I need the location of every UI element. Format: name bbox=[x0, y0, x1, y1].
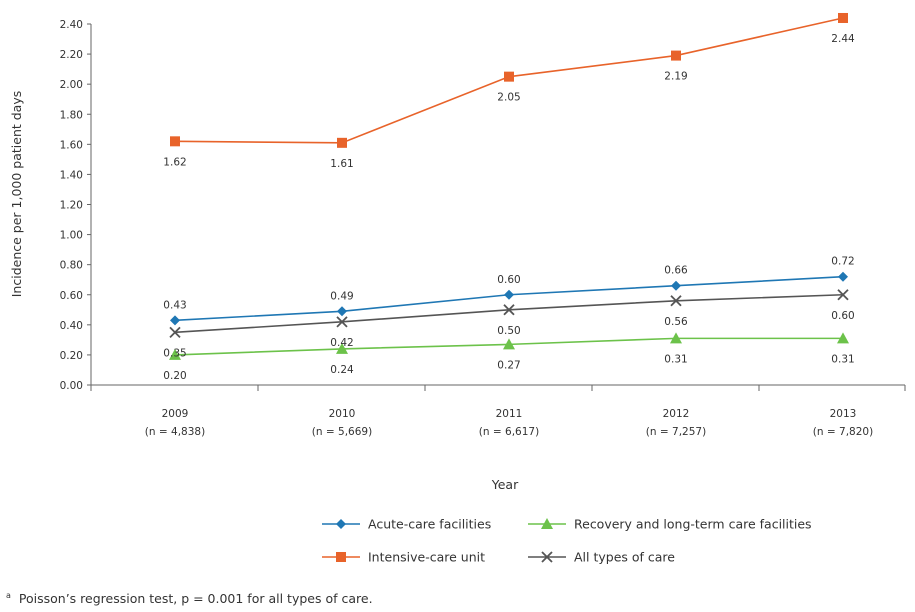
data-point bbox=[170, 315, 180, 326]
data-label: 0.42 bbox=[330, 337, 353, 349]
y-tick-label: 1.60 bbox=[60, 139, 83, 151]
data-point bbox=[337, 137, 347, 148]
data-point bbox=[671, 50, 681, 61]
y-tick-label: 2.40 bbox=[60, 19, 83, 31]
data-point bbox=[169, 326, 181, 338]
data-label: 0.27 bbox=[497, 359, 520, 371]
data-label: 0.60 bbox=[831, 310, 854, 322]
data-point bbox=[503, 338, 515, 350]
data-point bbox=[837, 332, 849, 344]
data-point bbox=[837, 289, 849, 301]
legend: Acute-care facilities Recovery and long-t… bbox=[322, 517, 812, 565]
y-tick-label: 1.20 bbox=[60, 200, 83, 212]
data-label: 0.60 bbox=[497, 274, 520, 286]
data-point bbox=[170, 136, 180, 147]
legend-swatch-marker bbox=[541, 518, 553, 529]
data-label: 0.20 bbox=[163, 370, 186, 382]
x-tick-label: 2011 bbox=[496, 408, 523, 420]
legend-swatch-marker bbox=[541, 551, 553, 563]
x-tick-label: 2010 bbox=[329, 408, 356, 420]
y-tick-label: 1.40 bbox=[60, 169, 83, 181]
x-tick-label: 2012 bbox=[663, 408, 690, 420]
data-label: 1.62 bbox=[163, 156, 186, 168]
data-point bbox=[838, 271, 848, 282]
x-tick-label: 2013 bbox=[830, 408, 857, 420]
series-1 bbox=[169, 332, 849, 360]
data-point bbox=[504, 289, 514, 300]
footnote-text: Poisson’s regression test, p = 0.001 for… bbox=[19, 591, 373, 606]
y-tick-label: 0.00 bbox=[60, 380, 83, 392]
x-tick-sublabel: (n = 5,669) bbox=[312, 426, 372, 438]
y-tick-label: 2.00 bbox=[60, 79, 83, 91]
data-point bbox=[337, 306, 347, 317]
data-point bbox=[838, 12, 848, 23]
y-tick-label: 1.80 bbox=[60, 109, 83, 121]
axes: 0.00 0.20 0.40 0.60 0.80 1.00 1.20 1.40 1.60 1.80… bbox=[60, 19, 906, 438]
legend-label: All types of care bbox=[574, 550, 675, 565]
x-tick-label: 2009 bbox=[162, 408, 189, 420]
legend-label: Recovery and long-term care facilities bbox=[574, 517, 812, 532]
data-label: 0.50 bbox=[497, 325, 520, 337]
y-tick-label: 0.40 bbox=[60, 320, 83, 332]
x-tick-sublabel: (n = 7,820) bbox=[813, 426, 873, 438]
footnote-marker: a bbox=[6, 591, 11, 600]
y-tick-label: 0.60 bbox=[60, 290, 83, 302]
y-tick-label: 1.00 bbox=[60, 230, 83, 242]
x-tick-sublabel: (n = 6,617) bbox=[479, 426, 539, 438]
data-label: 0.43 bbox=[163, 299, 186, 311]
data-point bbox=[504, 71, 514, 82]
footnote: a Poisson’s regression test, p = 0.001 f… bbox=[6, 586, 373, 606]
series-0 bbox=[170, 271, 848, 326]
y-tick-label: 0.20 bbox=[60, 350, 83, 362]
series-2 bbox=[170, 12, 848, 148]
data-label: 0.24 bbox=[330, 364, 354, 376]
data-label: 2.44 bbox=[831, 33, 855, 45]
legend-label: Acute-care facilities bbox=[368, 517, 491, 532]
y-axis-title: Incidence per 1,000 patient days bbox=[9, 91, 24, 298]
y-tick-label: 0.80 bbox=[60, 260, 83, 272]
data-point bbox=[336, 342, 348, 354]
data-label: 0.56 bbox=[664, 316, 688, 328]
legend-item: All types of care bbox=[528, 550, 675, 565]
data-point bbox=[671, 280, 681, 291]
data-label: 0.35 bbox=[163, 347, 186, 359]
legend-swatch-marker bbox=[336, 519, 346, 529]
data-label: 0.31 bbox=[664, 353, 687, 365]
data-point bbox=[670, 332, 682, 344]
series-3 bbox=[169, 289, 849, 338]
legend-label: Intensive-care unit bbox=[368, 550, 485, 565]
series-lines bbox=[169, 12, 849, 360]
data-label: 2.05 bbox=[497, 92, 520, 104]
x-tick-sublabel: (n = 4,838) bbox=[145, 426, 205, 438]
data-label: 0.72 bbox=[831, 256, 854, 268]
data-label: 0.31 bbox=[831, 353, 854, 365]
x-axis-title: Year bbox=[491, 477, 519, 492]
data-label: 1.61 bbox=[330, 158, 353, 170]
data-label: 0.49 bbox=[330, 290, 353, 302]
data-point bbox=[670, 295, 682, 307]
x-tick-sublabel: (n = 7,257) bbox=[646, 426, 706, 438]
y-tick-label: 2.20 bbox=[60, 49, 83, 61]
data-labels: 0.43 0.49 0.60 0.66 0.72 0.20 0.24 0.27 0.31 0.31… bbox=[163, 33, 855, 382]
data-point bbox=[336, 316, 348, 328]
data-label: 0.66 bbox=[664, 265, 688, 277]
data-label: 2.19 bbox=[664, 71, 687, 83]
legend-item: Intensive-care unit bbox=[322, 550, 485, 565]
data-point bbox=[503, 304, 515, 316]
legend-swatch-marker bbox=[336, 552, 346, 562]
legend-item: Recovery and long-term care facilities bbox=[528, 517, 812, 532]
legend-item: Acute-care facilities bbox=[322, 517, 491, 532]
data-point bbox=[169, 348, 181, 360]
